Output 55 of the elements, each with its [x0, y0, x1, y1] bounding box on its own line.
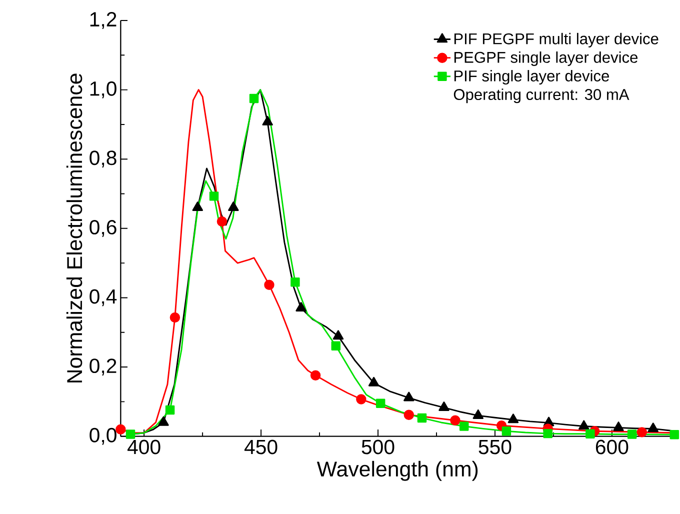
point [368, 376, 380, 386]
x-tick-label: 600 [596, 440, 628, 454]
point [249, 94, 259, 103]
point [438, 401, 450, 411]
point [404, 410, 414, 420]
point [158, 416, 169, 426]
point [376, 398, 386, 408]
point [450, 415, 460, 426]
x-axis-title: Wavelength (nm) [316, 460, 478, 481]
point [331, 341, 341, 350]
point [472, 409, 484, 419]
point [586, 429, 595, 438]
point [543, 428, 552, 438]
y-tick-label: 0,2 [90, 358, 116, 376]
point [404, 392, 414, 402]
legend-label: PEGPF single layer device [454, 51, 638, 66]
y-tick-label: 0,8 [90, 150, 116, 168]
point [116, 424, 126, 434]
point [126, 429, 136, 439]
point [613, 421, 624, 431]
point [262, 116, 273, 126]
point [508, 413, 519, 423]
y-tick-label: 1,2 [90, 12, 116, 29]
point [627, 429, 637, 439]
x-tick-label: 450 [244, 440, 278, 454]
point [228, 201, 239, 211]
point [296, 302, 306, 312]
y-axis-title: Normalized Electroluminescence [66, 73, 82, 382]
point [459, 421, 469, 431]
annotation: Operating current: 30 mA [454, 88, 630, 103]
x-tick-label: 400 [127, 440, 160, 454]
point [670, 430, 680, 440]
point [417, 413, 427, 422]
point [216, 216, 228, 226]
y-tick-label: 1,0 [90, 81, 116, 98]
point [165, 405, 175, 414]
point [636, 426, 648, 438]
point [170, 312, 180, 322]
point [356, 394, 366, 404]
y-tick-label: 0,0 [90, 428, 116, 445]
point [209, 191, 219, 201]
legend-label: PIF PEGPF multi layer device [454, 32, 658, 48]
point [310, 370, 321, 380]
point [290, 277, 300, 287]
point [192, 201, 203, 211]
point [332, 330, 344, 340]
y-tick-label: 0,4 [90, 289, 117, 306]
point [502, 426, 512, 436]
point [264, 280, 274, 290]
point [578, 420, 590, 430]
x-tick-label: 550 [478, 440, 512, 454]
legend-label: PIF single layer device [454, 70, 609, 84]
x-tick-label: 500 [362, 440, 394, 454]
y-tick-label: 0,6 [90, 220, 116, 237]
point [648, 422, 658, 432]
